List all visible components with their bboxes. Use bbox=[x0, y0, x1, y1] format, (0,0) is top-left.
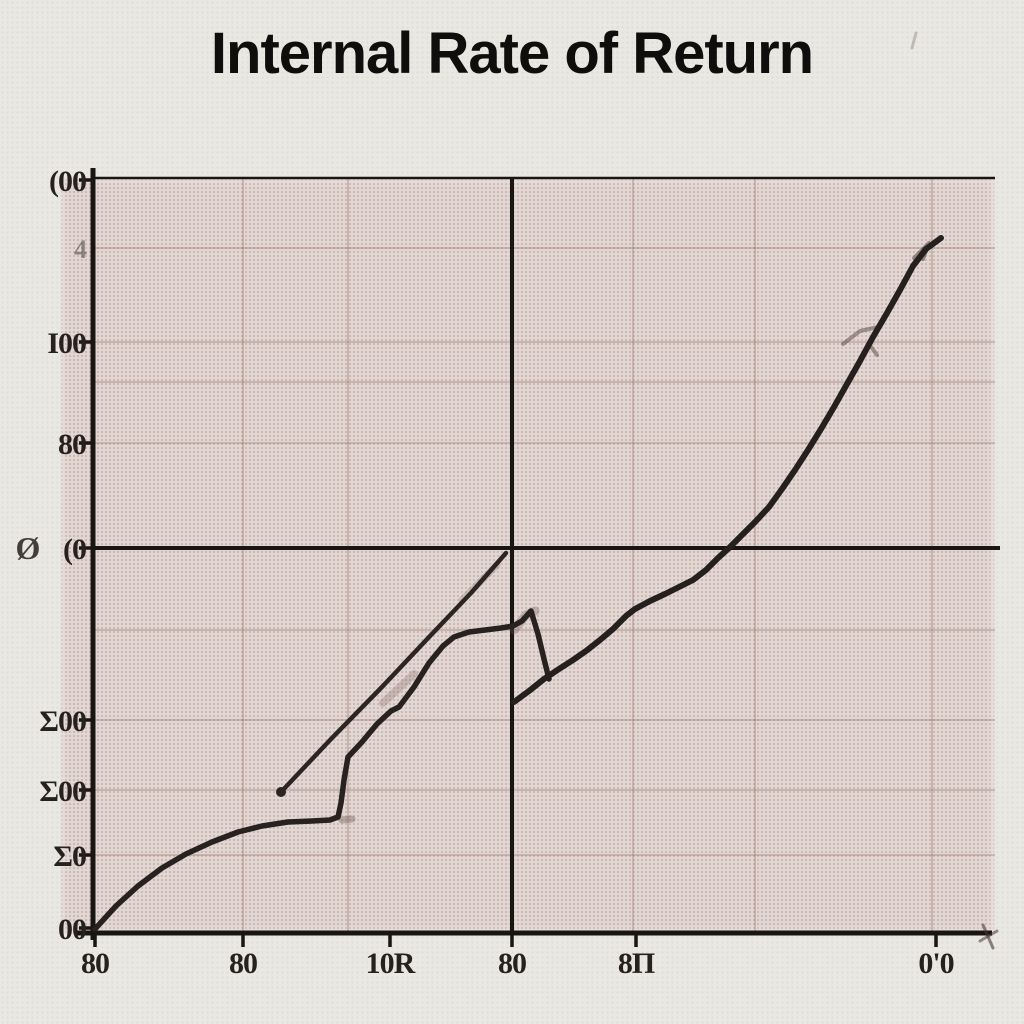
x-tick-label: 10R bbox=[366, 947, 416, 980]
y-tick-label: (00 bbox=[49, 165, 86, 198]
series-main-curve bbox=[511, 235, 944, 705]
y-tick-label: 4 bbox=[74, 235, 87, 264]
y-axis-glyph: Ø bbox=[16, 530, 41, 566]
series-straight-segment bbox=[278, 550, 509, 795]
y-tick-label: (0 bbox=[63, 533, 86, 566]
x-tick-label: 80 bbox=[229, 947, 257, 980]
series-straight-segment-start-dot bbox=[276, 787, 286, 797]
y-tick-label: 80 bbox=[58, 428, 86, 461]
y-tick-label: Σ00 bbox=[39, 705, 86, 738]
y-tick-label: Σ00 bbox=[39, 775, 86, 808]
chart-title: Internal Rate of Return bbox=[210, 21, 814, 86]
plot-background bbox=[60, 178, 995, 933]
x-tick-label: 80 bbox=[498, 947, 526, 980]
y-tick-label: Σ0 bbox=[53, 840, 86, 873]
artifact-stray-mark bbox=[910, 31, 918, 50]
x-tick-label: 8Π bbox=[618, 947, 655, 980]
y-tick-label: 00 bbox=[58, 913, 86, 946]
x-tick-label: 0'0 bbox=[918, 947, 953, 980]
artifact-axis-end-cross bbox=[978, 929, 999, 943]
x-tick-label: 80 bbox=[81, 947, 109, 980]
artifact-step-smudge bbox=[338, 815, 356, 824]
artifact-line-echo-1 bbox=[379, 670, 418, 707]
series-stepped-line bbox=[92, 608, 552, 932]
y-tick-label: I00 bbox=[47, 327, 86, 360]
